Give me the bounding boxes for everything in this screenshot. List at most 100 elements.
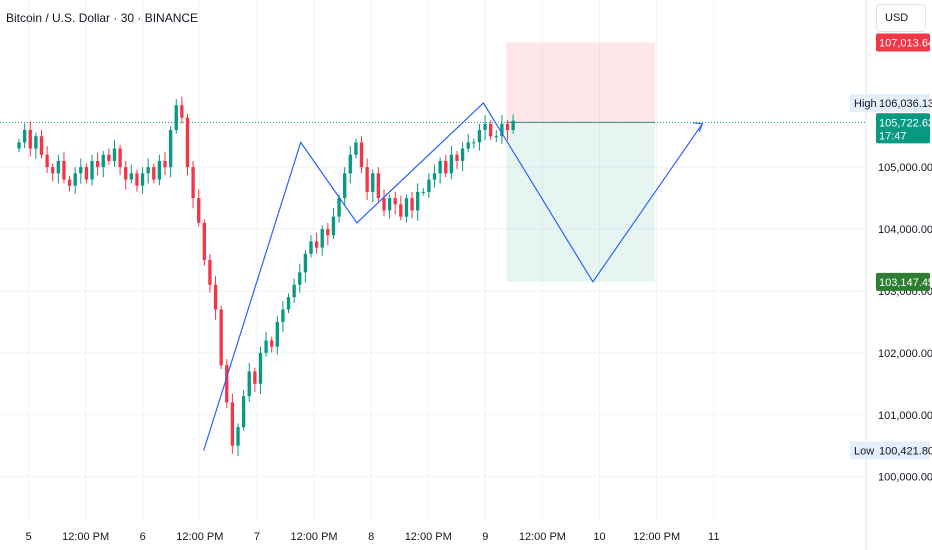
candle xyxy=(168,126,173,178)
candle xyxy=(275,315,279,355)
candle-body xyxy=(202,222,206,260)
price-tick-label: 100,000.00 xyxy=(878,472,932,484)
candle xyxy=(337,194,341,223)
candle xyxy=(393,191,397,215)
candle xyxy=(140,167,145,194)
candle-body xyxy=(416,191,420,211)
candle xyxy=(460,142,465,172)
candle xyxy=(326,222,330,246)
price-tag-label: Low xyxy=(854,446,874,458)
price-tag-target: 103,147.45 xyxy=(876,272,932,291)
candle-body xyxy=(466,142,470,149)
candle xyxy=(449,146,454,180)
candle-body xyxy=(483,123,487,130)
currency-selector-button[interactable]: USD xyxy=(876,4,926,32)
candle-body xyxy=(376,173,381,199)
time-tick-label: 12:00 PM xyxy=(405,531,452,543)
candle-body xyxy=(28,130,32,149)
candle xyxy=(416,183,420,221)
candle xyxy=(421,188,425,196)
candle xyxy=(303,250,308,283)
candle xyxy=(264,331,268,357)
candle-body xyxy=(90,160,94,180)
candle-body xyxy=(365,167,369,192)
candle xyxy=(382,189,386,217)
time-tick-label: 12:00 PM xyxy=(290,531,337,543)
time-axis[interactable]: 5 12:00 PM 6 12:00 PM 7 12:00 PM 8 12:00 PM 9 12:… xyxy=(25,531,719,543)
candle xyxy=(45,146,49,174)
candle xyxy=(253,367,257,392)
time-tick-label: 11 xyxy=(708,531,719,543)
price-axis[interactable]: 100,000.00101,000.00102,000.00103,000.00… xyxy=(850,33,932,484)
candle-body xyxy=(410,198,414,211)
candle xyxy=(208,253,212,293)
time-tick-label: 12:00 PM xyxy=(519,531,566,543)
candle xyxy=(309,235,313,258)
candle-body xyxy=(500,123,504,137)
candle-body xyxy=(303,253,308,273)
candle xyxy=(112,139,117,167)
candle xyxy=(124,160,128,190)
candle xyxy=(399,195,403,221)
take-profit-zone xyxy=(506,122,655,282)
candle xyxy=(213,276,218,320)
candle-body xyxy=(455,154,459,161)
pattern-drawing[interactable] xyxy=(203,102,704,451)
chart-grid xyxy=(0,0,867,550)
candle xyxy=(62,152,66,184)
candle-body xyxy=(124,167,128,180)
candle xyxy=(404,194,409,223)
candle xyxy=(331,208,336,239)
candle-body xyxy=(168,130,173,168)
candle-body xyxy=(253,371,257,384)
time-tick-label: 7 xyxy=(254,531,260,543)
candle-body xyxy=(348,154,352,174)
candle-body xyxy=(22,130,27,143)
candle-body xyxy=(449,154,454,174)
candle xyxy=(500,115,504,145)
candle xyxy=(505,120,510,141)
time-tick-label: 6 xyxy=(140,531,146,543)
candle-body xyxy=(157,160,162,180)
candle-body xyxy=(191,167,195,199)
candle-body xyxy=(393,198,397,205)
candle-body xyxy=(118,148,122,168)
candle-body xyxy=(39,136,44,155)
candle xyxy=(118,144,122,176)
candle xyxy=(489,120,493,140)
candle xyxy=(371,169,375,203)
candle xyxy=(225,359,229,409)
candle-body xyxy=(101,154,105,168)
price-tag-bg xyxy=(876,272,930,291)
price-tag-bg xyxy=(850,441,930,460)
pattern-line[interactable] xyxy=(203,102,703,451)
candle xyxy=(174,99,178,134)
price-tag-text: 100,421.80 xyxy=(879,446,932,458)
candle xyxy=(247,362,251,403)
candle-body xyxy=(163,160,167,168)
time-tick-label: 12:00 PM xyxy=(62,531,109,543)
candle-body xyxy=(281,309,285,322)
candle-body xyxy=(270,340,274,347)
candle-body xyxy=(84,167,89,180)
candle xyxy=(236,423,240,456)
candle xyxy=(286,293,291,314)
candle xyxy=(22,123,27,149)
candlestick-series xyxy=(17,96,515,456)
candle-body xyxy=(331,216,336,236)
candle-body xyxy=(17,142,21,149)
price-tag-bg xyxy=(876,113,930,144)
time-tick-label: 9 xyxy=(482,531,488,543)
candle-body xyxy=(286,297,291,310)
price-tick-label: 101,000.00 xyxy=(878,410,932,422)
candle xyxy=(197,189,201,227)
candle xyxy=(241,390,246,431)
candle-body xyxy=(337,198,341,217)
candle-body xyxy=(140,173,145,186)
candle xyxy=(101,151,105,178)
candle-body xyxy=(371,173,375,192)
candle-body xyxy=(444,160,448,174)
candle-body xyxy=(79,167,83,174)
